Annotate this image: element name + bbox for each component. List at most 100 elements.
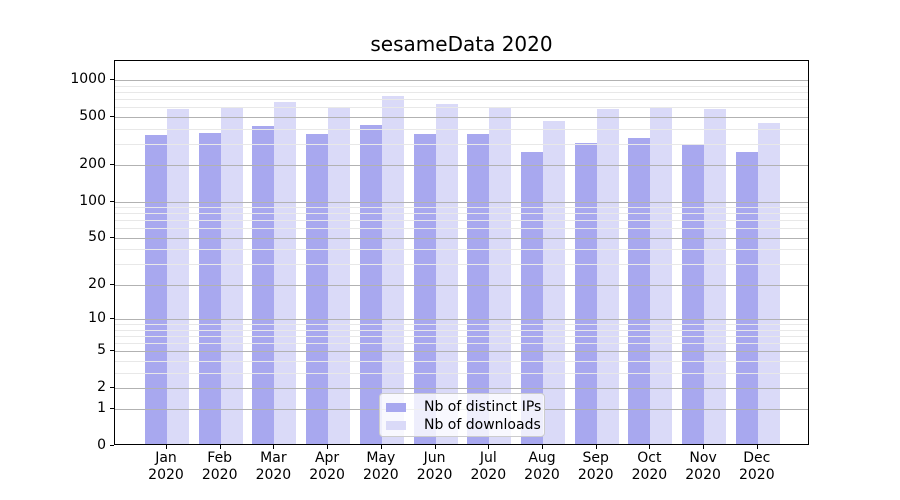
minor-gridline xyxy=(115,85,808,87)
x-tick-label: Jul 2020 xyxy=(456,450,520,484)
y-tick-label: 5 xyxy=(97,342,106,359)
bar-distinct-ips-dec xyxy=(735,152,758,444)
x-tick-label: Apr 2020 xyxy=(295,450,359,484)
bar-distinct-ips-feb xyxy=(198,132,221,444)
x-tick-year: 2020 xyxy=(631,467,668,483)
minor-gridline xyxy=(115,324,808,326)
minor-gridline xyxy=(115,343,808,344)
major-gridline xyxy=(115,165,808,167)
major-gridline xyxy=(115,116,808,118)
x-tick-label: Jan 2020 xyxy=(134,450,198,484)
bar-downloads-aug xyxy=(542,121,565,444)
bar-downloads-apr xyxy=(328,107,351,444)
minor-gridline xyxy=(115,220,808,222)
x-tick-mark xyxy=(488,445,490,449)
bar-downloads-mar xyxy=(274,102,297,444)
x-tick-mark xyxy=(703,445,705,449)
x-tick-mark xyxy=(380,445,382,449)
x-tick-month: Jan xyxy=(155,450,177,466)
bar-distinct-ips-jan xyxy=(145,134,167,444)
bar-downloads-dec xyxy=(757,122,780,444)
x-tick-month: Dec xyxy=(743,450,771,466)
x-tick-label: Jun 2020 xyxy=(403,450,467,484)
minor-gridline xyxy=(115,207,808,209)
y-tick-label: 200 xyxy=(79,156,106,173)
x-tick-mark xyxy=(756,445,758,449)
minor-gridline xyxy=(115,128,808,130)
bar-distinct-ips-may xyxy=(359,125,382,444)
bar-distinct-ips-nov xyxy=(682,145,705,444)
x-tick-month: Jun xyxy=(423,450,446,466)
major-gridline xyxy=(115,80,808,82)
y-tick-mark xyxy=(110,115,114,117)
x-tick-year: 2020 xyxy=(524,467,560,483)
y-tick-label: 500 xyxy=(79,107,106,124)
y-tick-label: 10 xyxy=(88,310,106,327)
legend-swatch-icon xyxy=(386,402,406,412)
minor-gridline xyxy=(115,360,808,362)
major-gridline xyxy=(115,201,808,203)
bar-distinct-ips-jul xyxy=(467,133,490,444)
x-tick-month: Aug xyxy=(528,450,556,466)
y-tick-mark xyxy=(110,386,114,388)
minor-gridline xyxy=(115,99,808,101)
x-tick-year: 2020 xyxy=(148,467,184,483)
y-tick-mark xyxy=(110,408,114,410)
minor-gridline xyxy=(115,372,808,374)
x-tick-mark xyxy=(649,445,651,449)
x-tick-year: 2020 xyxy=(362,467,399,483)
major-gridline xyxy=(115,319,808,321)
y-tick-label: 100 xyxy=(79,192,106,209)
x-tick-mark xyxy=(219,445,221,449)
y-tick-mark xyxy=(110,236,114,238)
chart-title: sesameData 2020 xyxy=(370,32,553,56)
bar-distinct-ips-oct xyxy=(628,137,651,444)
legend-row: Nb of distinct IPs xyxy=(386,398,542,416)
y-tick-label: 2 xyxy=(97,378,106,395)
x-tick-label: Mar 2020 xyxy=(241,450,305,484)
legend-row: Nb of downloads xyxy=(386,416,541,434)
bar-distinct-ips-apr xyxy=(306,133,329,444)
legend: Nb of distinct IPs Nb of downloads xyxy=(379,393,545,437)
bar-downloads-sep xyxy=(596,109,619,444)
minor-gridline xyxy=(115,249,808,251)
y-tick-mark xyxy=(110,283,114,285)
legend-label: Nb of downloads xyxy=(424,417,541,433)
minor-gridline xyxy=(115,335,808,337)
x-tick-year: 2020 xyxy=(577,467,614,483)
minor-gridline xyxy=(115,92,808,94)
x-tick-mark xyxy=(542,445,543,449)
minor-gridline xyxy=(115,329,808,331)
major-gridline xyxy=(115,284,808,286)
x-tick-label: Oct 2020 xyxy=(617,450,681,484)
x-tick-month: Jul xyxy=(479,450,497,466)
x-tick-label: Sep 2020 xyxy=(564,450,628,484)
bar-downloads-nov xyxy=(704,108,727,444)
bar-downloads-may xyxy=(381,95,404,444)
y-tick-mark xyxy=(110,350,114,352)
minor-gridline xyxy=(115,143,808,145)
legend-swatch-icon xyxy=(386,420,406,430)
x-tick-month: Sep xyxy=(582,450,609,466)
plot-area xyxy=(114,60,809,445)
x-tick-month: May xyxy=(366,450,396,466)
x-tick-mark xyxy=(434,445,436,449)
x-tick-year: 2020 xyxy=(685,467,721,483)
x-tick-month: Feb xyxy=(207,450,233,466)
x-tick-label: Dec 2020 xyxy=(725,450,789,484)
legend-label: Nb of distinct IPs xyxy=(424,399,542,415)
x-tick-year: 2020 xyxy=(255,467,292,483)
minor-gridline xyxy=(115,264,808,266)
x-tick-label: Feb 2020 xyxy=(188,450,252,484)
bar-downloads-oct xyxy=(650,108,673,444)
x-tick-mark xyxy=(595,445,597,449)
x-tick-mark xyxy=(273,445,275,449)
minor-gridline xyxy=(115,107,808,109)
x-tick-mark xyxy=(166,445,167,449)
y-tick-mark xyxy=(110,164,114,166)
x-tick-year: 2020 xyxy=(470,467,507,483)
bar-downloads-jan xyxy=(167,108,189,444)
y-tick-mark xyxy=(110,445,114,446)
y-tick-label: 1000 xyxy=(70,71,106,88)
bar-distinct-ips-aug xyxy=(520,152,543,444)
